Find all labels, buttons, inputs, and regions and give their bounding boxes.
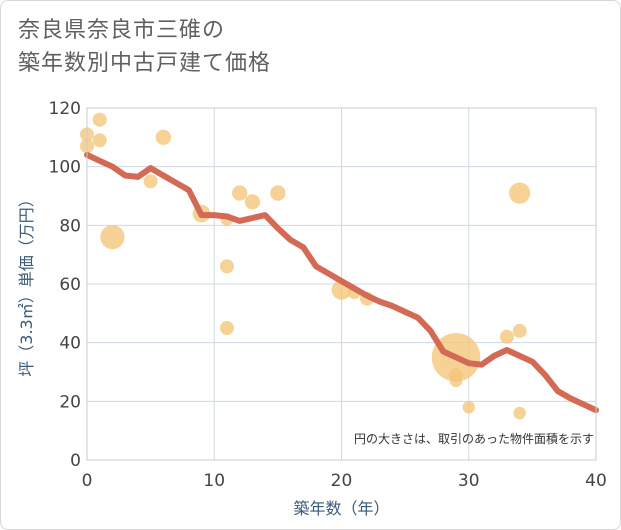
y-tick-label: 40 [59,334,81,354]
data-bubble [219,321,234,335]
bubble-series [80,112,531,420]
plot-border [86,107,597,461]
data-bubble [449,374,463,388]
y-tick-label: 80 [59,216,81,236]
x-tick-label: 10 [203,471,225,491]
y-tick-label: 120 [49,99,81,119]
x-tick-label: 30 [458,471,480,491]
data-bubble [155,129,172,146]
x-tick-label: 0 [82,471,93,491]
data-bubble [244,194,261,210]
chart-title-line2: 築年数別中古戸建て価格 [18,51,272,76]
x-tick-labels: 0 10 20 30 40 [82,471,607,491]
y-tick-label: 20 [59,392,81,412]
y-tick-labels: 0 20 40 60 80 100 120 [49,99,81,471]
data-bubble [462,400,476,414]
y-tick-label: 60 [59,275,81,295]
data-bubble [509,182,531,204]
trend-line [84,151,599,414]
x-tick-label: 20 [331,471,353,491]
data-bubble [143,174,158,189]
data-bubble [512,323,527,338]
chart-title-line1: 奈良県奈良市三碓の [18,18,226,43]
data-bubble [499,329,514,344]
x-axis-label: 築年数（年） [293,499,389,518]
data-bubble [270,185,286,201]
data-bubble [92,133,107,148]
chart-title: 奈良県奈良市三碓の 築年数別中古戸建て価格 [18,14,271,80]
x-tick-label: 40 [585,471,607,491]
data-bubble [92,112,107,127]
y-axis-label: 坪（3.3㎡）単価（万円） [17,191,36,376]
data-bubble [232,185,248,201]
size-legend-note: 円の大きさは、取引のあった物件面積を示す [354,431,594,446]
y-tick-label: 100 [49,158,81,178]
data-bubble [513,406,526,420]
data-bubble [219,259,234,274]
y-tick-label: 0 [70,451,81,471]
data-bubble [100,224,125,250]
